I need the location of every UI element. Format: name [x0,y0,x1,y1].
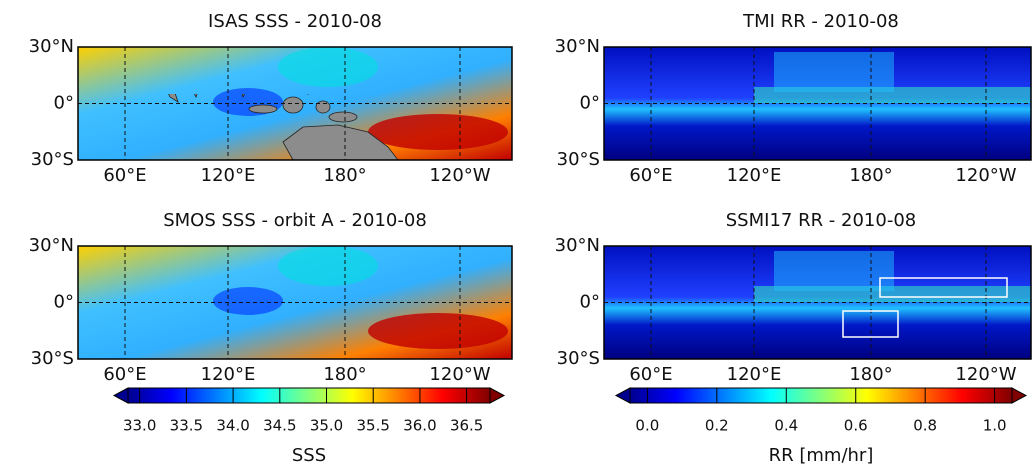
lon-label: 120°W [429,364,490,385]
lat-label: 30°S [31,149,74,170]
lon-label: 60°E [629,165,672,186]
rain-band [774,251,894,291]
lon-label: 120°E [727,364,782,385]
lat-label: 30°S [557,149,600,170]
colorbar-tick-label: 0.8 [913,417,937,435]
lat-label: 0° [580,292,600,313]
colorbar-tick-label: 1.0 [983,417,1007,435]
region-box [842,310,899,338]
colorbar-tick-label: 34.5 [263,417,296,435]
colorbar-extend [614,387,631,404]
lon-label: 120°E [727,165,782,186]
colorbar [127,387,491,404]
lat-label: 30°N [29,235,74,256]
colorbar-tick-label: 33.5 [170,417,203,435]
colorbar-extend [1011,387,1028,404]
sss-feature [368,114,508,150]
colorbar-label: SSS [292,445,326,466]
panel-title: TMI RR - 2010-08 [742,11,899,32]
map-frame [603,46,1032,161]
panel-title: SSMI17 RR - 2010-08 [726,210,916,231]
lat-label: 0° [580,93,600,114]
lon-label: 120°E [201,364,256,385]
lon-label: 180° [323,165,366,186]
rain-band [774,52,894,92]
panel-title: SMOS SSS - orbit A - 2010-08 [163,210,427,231]
lon-label: 120°W [955,165,1016,186]
colorbar [629,387,1013,404]
colorbar-tick-label: 0.4 [774,417,798,435]
lat-label: 30°N [555,235,600,256]
sss-feature [213,287,283,315]
colorbar-label: RR [mm/hr] [769,445,874,466]
lon-label: 60°E [103,364,146,385]
lon-label: 60°E [103,165,146,186]
lat-label: 0° [54,93,74,114]
lon-label: 120°W [429,165,490,186]
sss-feature [368,313,508,349]
region-box [879,277,1008,298]
map-frame [77,46,513,161]
colorbar-tick-label: 33.0 [123,417,156,435]
panel-title: ISAS SSS - 2010-08 [208,11,382,32]
lon-label: 120°E [201,165,256,186]
colorbar-tick-label: 0.2 [705,417,729,435]
lat-label: 30°S [557,348,600,369]
colorbar-extend [489,387,506,404]
colorbar-tick-label: 36.0 [403,417,436,435]
lon-label: 60°E [629,364,672,385]
lon-label: 180° [849,364,892,385]
colorbar-tick-label: 36.5 [450,417,483,435]
colorbar-tick-label: 0.0 [635,417,659,435]
lat-label: 0° [54,292,74,313]
lon-label: 180° [323,364,366,385]
lon-label: 120°W [955,364,1016,385]
colorbar-tick-label: 0.6 [844,417,868,435]
colorbar-tick-label: 34.0 [216,417,249,435]
sss-feature [278,246,378,286]
lat-label: 30°N [29,36,74,57]
map-frame [77,245,513,360]
lat-label: 30°S [31,348,74,369]
lon-label: 180° [849,165,892,186]
sss-feature [278,47,378,87]
colorbar-tick-label: 35.5 [357,417,390,435]
lat-label: 30°N [555,36,600,57]
colorbar-tick-label: 35.0 [310,417,343,435]
map-frame [603,245,1032,360]
colorbar-extend [112,387,129,404]
